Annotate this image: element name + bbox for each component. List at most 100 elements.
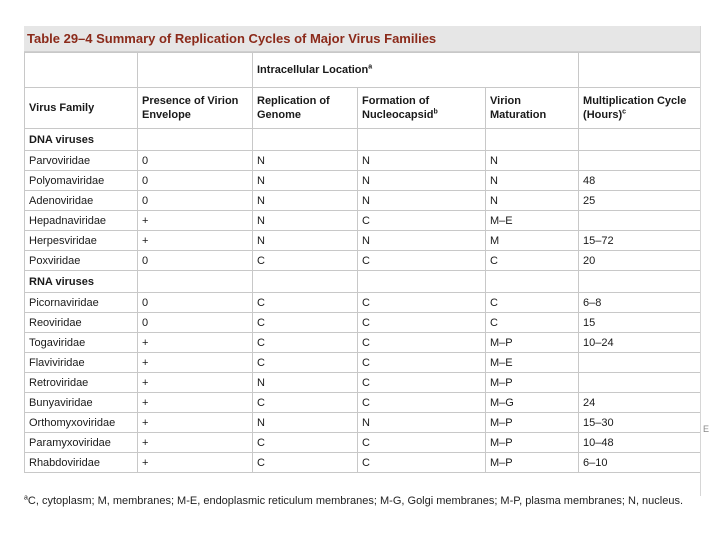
table-cell: N bbox=[357, 412, 486, 433]
table-cell: 15–30 bbox=[578, 412, 702, 433]
column-header-2: Replication of Genome bbox=[252, 87, 358, 129]
virus-family-cell: Paramyxoviridae bbox=[24, 432, 138, 453]
table-row: Paramyxoviridae + C C M–P 10–48 bbox=[24, 432, 702, 453]
table-title: Table 29–4 Summary of Replication Cycles… bbox=[27, 31, 437, 46]
table-cell: N bbox=[484, 190, 580, 211]
table-cell: C bbox=[252, 332, 358, 353]
table-cell: N bbox=[252, 170, 358, 191]
table-cell: + bbox=[137, 210, 253, 231]
table-cell: C bbox=[252, 312, 358, 333]
table-row: Rhabdoviridae + C C M–P 6–10 bbox=[24, 452, 702, 473]
column-header-5: Multiplication Cycle (Hours)c bbox=[578, 87, 702, 129]
footnote: aC, cytoplasm; M, membranes; M-E, endopl… bbox=[24, 494, 684, 507]
table-cell: + bbox=[137, 332, 253, 353]
column-header-1: Presence of Virion Envelope bbox=[137, 87, 253, 129]
table-cell: C bbox=[357, 332, 486, 353]
table-cell: C bbox=[252, 392, 358, 413]
table-cell: C bbox=[357, 432, 486, 453]
table-cell: C bbox=[252, 292, 358, 313]
virus-family-cell: Bunyaviridae bbox=[24, 392, 138, 413]
table-row: Bunyaviridae + C C M–G 24 bbox=[24, 392, 702, 413]
table-cell: C bbox=[357, 392, 486, 413]
document-page: Table 29–4 Summary of Replication Cycles… bbox=[24, 26, 702, 522]
table-row: Hepadnaviridae + N C M–E bbox=[24, 210, 702, 231]
table-cell: C bbox=[357, 352, 486, 373]
virus-family-cell: Adenoviridae bbox=[24, 190, 138, 211]
table-cell: N bbox=[252, 230, 358, 251]
table-cell bbox=[578, 210, 702, 231]
table-cell: + bbox=[137, 412, 253, 433]
virus-family-cell: Herpesviridae bbox=[24, 230, 138, 251]
table-cell: N bbox=[252, 150, 358, 171]
table-cell: C bbox=[484, 292, 580, 313]
table-cell: M–P bbox=[484, 432, 580, 453]
virus-family-cell: Togaviridae bbox=[24, 332, 138, 353]
table-cell: C bbox=[357, 372, 486, 393]
table-cell: M–P bbox=[484, 332, 580, 353]
table-row: Parvoviridae 0 N N N bbox=[24, 150, 702, 171]
table-cell: C bbox=[357, 312, 486, 333]
table-cell: + bbox=[137, 352, 253, 373]
virus-family-cell: Flaviviridae bbox=[24, 352, 138, 373]
page-edge-divider bbox=[700, 26, 701, 496]
virus-family-cell: Parvoviridae bbox=[24, 150, 138, 171]
table-cell: C bbox=[484, 312, 580, 333]
section-label: RNA viruses bbox=[24, 270, 138, 293]
table-cell: 0 bbox=[137, 292, 253, 313]
section-label: DNA viruses bbox=[24, 128, 138, 151]
virus-family-cell: Reoviridae bbox=[24, 312, 138, 333]
table-cell: M–G bbox=[484, 392, 580, 413]
table-cell: 25 bbox=[578, 190, 702, 211]
table-cell: N bbox=[357, 230, 486, 251]
table-cell: 0 bbox=[137, 150, 253, 171]
table-cell bbox=[578, 150, 702, 171]
table-cell: N bbox=[357, 170, 486, 191]
table-cell: 15 bbox=[578, 312, 702, 333]
table-title-bar: Table 29–4 Summary of Replication Cycles… bbox=[24, 26, 700, 52]
virus-family-cell: Orthomyxoviridae bbox=[24, 412, 138, 433]
table-cell: N bbox=[357, 150, 486, 171]
table-cell: C bbox=[357, 210, 486, 231]
column-header-row: Virus Family Presence of Virion Envelope R… bbox=[24, 87, 702, 129]
table-cell: M–P bbox=[484, 452, 580, 473]
table-cell: 10–48 bbox=[578, 432, 702, 453]
edge-mark: E bbox=[703, 424, 710, 434]
table-cell: 10–24 bbox=[578, 332, 702, 353]
table-cell: N bbox=[484, 150, 580, 171]
table-row: Adenoviridae 0 N N N 25 bbox=[24, 190, 702, 211]
table-cell: C bbox=[252, 432, 358, 453]
table-cell bbox=[578, 372, 702, 393]
table-cell: N bbox=[357, 190, 486, 211]
table-cell: 48 bbox=[578, 170, 702, 191]
table-cell: 0 bbox=[137, 312, 253, 333]
table-cell: C bbox=[357, 452, 486, 473]
table-cell: N bbox=[252, 412, 358, 433]
virus-family-cell: Picornaviridae bbox=[24, 292, 138, 313]
table-cell: 0 bbox=[137, 250, 253, 271]
table-cell: C bbox=[357, 250, 486, 271]
table-cell bbox=[578, 352, 702, 373]
table-row: Polyomaviridae 0 N N N 48 bbox=[24, 170, 702, 191]
virus-family-cell: Hepadnaviridae bbox=[24, 210, 138, 231]
table-cell: 15–72 bbox=[578, 230, 702, 251]
table-cell: C bbox=[252, 352, 358, 373]
table-cell: M bbox=[484, 230, 580, 251]
replication-table: Intracellular Locationa Virus Family Pres… bbox=[24, 52, 702, 473]
table-cell: + bbox=[137, 392, 253, 413]
virus-family-cell: Polyomaviridae bbox=[24, 170, 138, 191]
column-header-4: Virion Maturation bbox=[484, 87, 580, 129]
table-cell: 0 bbox=[137, 190, 253, 211]
table-cell: M–P bbox=[484, 412, 580, 433]
table-row: Flaviviridae + C C M–E bbox=[24, 352, 702, 373]
table-cell: M–E bbox=[484, 210, 580, 231]
column-header-0: Virus Family bbox=[24, 87, 138, 129]
table-cell: 6–8 bbox=[578, 292, 702, 313]
intracellular-location-header: Intracellular Locationa bbox=[251, 52, 580, 88]
table-cell: 24 bbox=[578, 392, 702, 413]
table-row: Togaviridae + C C M–P 10–24 bbox=[24, 332, 702, 353]
table-row: Reoviridae 0 C C C 15 bbox=[24, 312, 702, 333]
table-cell: C bbox=[484, 250, 580, 271]
section-row: DNA viruses bbox=[24, 128, 702, 151]
table-cell: N bbox=[252, 210, 358, 231]
table-cell: + bbox=[137, 452, 253, 473]
